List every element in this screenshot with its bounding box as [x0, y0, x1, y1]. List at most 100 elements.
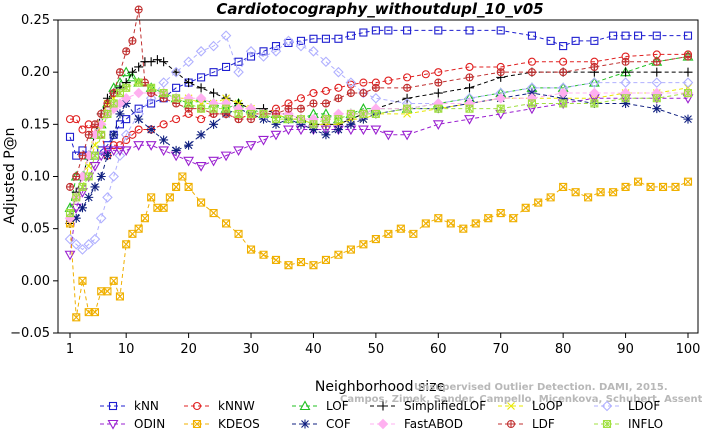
- data-point: [497, 68, 505, 76]
- data-point: [371, 109, 380, 118]
- data-point: [683, 114, 693, 124]
- y-tick-label: 0.00: [21, 274, 50, 289]
- data-point: [259, 109, 268, 118]
- data-point: [334, 94, 342, 102]
- data-point: [634, 31, 643, 40]
- legend-label: FastABOD: [404, 417, 463, 431]
- data-point: [284, 38, 293, 48]
- legend-label: LoOP: [532, 399, 563, 413]
- data-point: [140, 214, 149, 223]
- data-point: [589, 77, 600, 88]
- data-point: [382, 130, 394, 141]
- data-point: [409, 229, 418, 238]
- data-point: [78, 276, 87, 285]
- data-point: [320, 56, 332, 68]
- data-point: [309, 261, 318, 270]
- data-point: [320, 125, 332, 136]
- data-point: [299, 400, 311, 411]
- data-point: [346, 109, 355, 118]
- data-point: [621, 67, 631, 77]
- data-point: [246, 109, 256, 118]
- x-axis-label: Neighborhood size: [315, 379, 445, 395]
- data-point: [220, 151, 232, 162]
- legend-item-ldof: LDOF: [594, 399, 660, 413]
- legend-label: LDF: [532, 417, 555, 431]
- legend-item-inflo: INFLO: [594, 417, 663, 431]
- legend-item-odin: ODIN: [100, 417, 165, 431]
- data-point: [233, 66, 244, 78]
- data-point: [134, 114, 144, 124]
- data-point: [621, 31, 630, 40]
- legend-label: SimplifiedLOF: [404, 399, 486, 413]
- data-point: [102, 192, 113, 203]
- data-point: [65, 132, 75, 141]
- data-point: [171, 145, 181, 155]
- data-point: [122, 47, 130, 55]
- data-point: [233, 146, 244, 157]
- data-point: [234, 229, 243, 238]
- data-point: [682, 77, 694, 88]
- data-point: [590, 99, 599, 108]
- data-point: [209, 119, 219, 129]
- legend-item-fastabod: FastABOD: [370, 417, 463, 431]
- data-point: [321, 130, 331, 140]
- legend-item-loop: LoOP: [498, 399, 563, 413]
- data-point: [557, 87, 569, 99]
- data-point: [271, 255, 281, 265]
- data-point: [122, 115, 131, 124]
- data-point: [507, 420, 515, 428]
- legend-item-simplifiedlof: SimplifiedLOF: [370, 399, 486, 413]
- data-point: [97, 130, 106, 139]
- data-point: [72, 173, 80, 180]
- data-point: [308, 125, 318, 135]
- legend-item-kdeos: KDEOS: [184, 417, 260, 431]
- series-inflo: [65, 78, 693, 218]
- data-point: [108, 146, 120, 157]
- legend-label: INFLO: [628, 417, 663, 431]
- data-point: [346, 245, 355, 254]
- data-point: [284, 115, 293, 124]
- data-point: [484, 214, 493, 223]
- data-point: [300, 419, 310, 429]
- plot-frame: [57, 19, 699, 334]
- data-point: [246, 52, 256, 61]
- data-point: [209, 68, 218, 77]
- data-point: [296, 258, 306, 267]
- data-point: [588, 76, 600, 87]
- data-point: [527, 31, 536, 40]
- legend-item-knn: kNN: [100, 399, 159, 413]
- data-point: [134, 104, 143, 113]
- data-point: [147, 193, 156, 202]
- chart-title: Cardiotocography_withoutdupl_10_v05: [216, 0, 543, 18]
- legend-label: COF: [326, 417, 351, 431]
- legend-label: ODIN: [134, 417, 165, 431]
- legend: kNN kNNW LOF SimplifiedLOF LoOP LDOF ODIN KDEOS…: [100, 399, 663, 431]
- data-point: [158, 146, 170, 157]
- data-point: [209, 208, 218, 218]
- data-point: [357, 125, 369, 136]
- data-point: [165, 193, 174, 202]
- data-point: [83, 239, 95, 250]
- data-point: [527, 57, 536, 66]
- watermark-line-2: Campos, Zimek, Sander, Campello, Micenko…: [340, 394, 702, 405]
- data-point: [465, 62, 474, 71]
- data-point: [403, 84, 411, 92]
- data-point: [196, 130, 206, 140]
- data-point: [403, 104, 412, 113]
- data-point: [283, 35, 294, 47]
- data-point: [370, 125, 382, 136]
- data-point: [359, 240, 368, 249]
- data-point: [208, 40, 219, 52]
- data-point: [471, 219, 480, 228]
- data-point: [321, 255, 330, 265]
- data-point: [496, 104, 505, 113]
- data-point: [78, 125, 87, 134]
- data-point: [464, 115, 475, 125]
- data-point: [89, 162, 101, 172]
- data-point: [72, 193, 81, 202]
- data-point: [652, 67, 662, 77]
- data-point: [109, 99, 118, 108]
- data-point: [347, 89, 355, 97]
- x-tick-label: 100: [676, 342, 701, 357]
